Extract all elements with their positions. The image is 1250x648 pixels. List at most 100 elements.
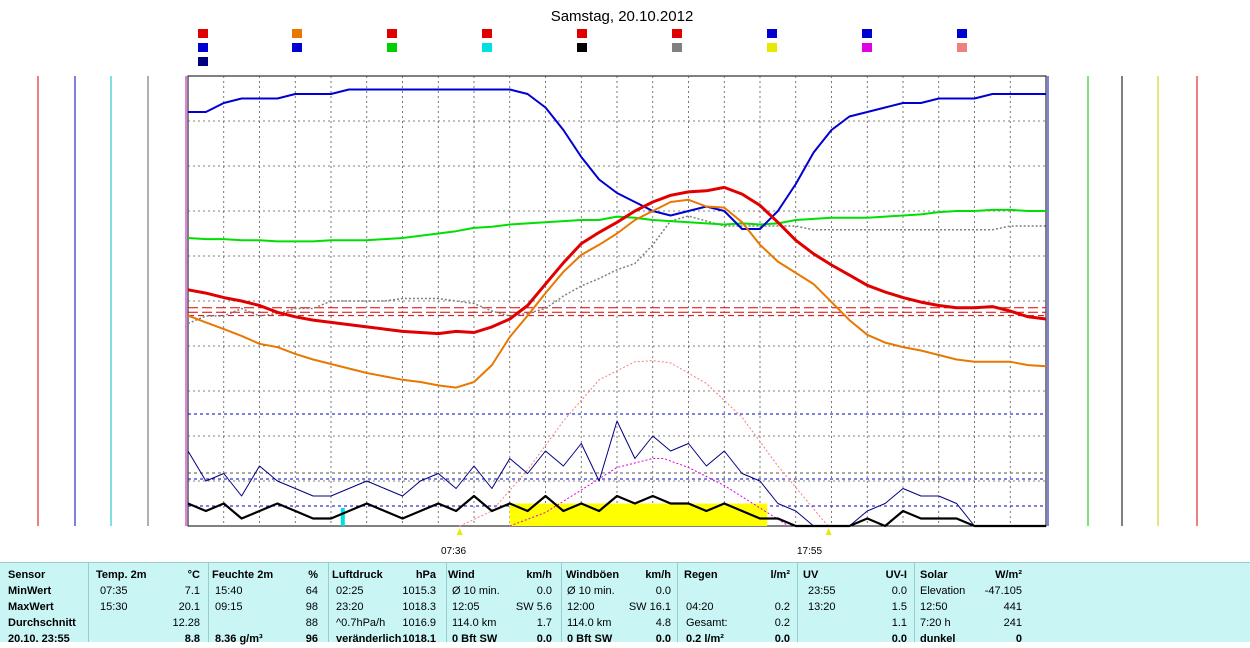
table-cell-g-desc: 12:00 [567,601,595,613]
table-cell-t-time: 15:30 [100,601,128,613]
table-cell-s-desc: 7:20 h [920,617,951,629]
table-cell-r-time: Gesamt: [686,617,728,629]
table-cell-uv-val: 0.0 [891,633,907,645]
table-cell-l-val: 1016.9 [402,617,436,629]
table-cell-s-desc: 12:50 [920,601,948,613]
table-cell-t-val: 12.28 [172,617,200,629]
table-cell-label: MinWert [8,585,52,597]
series-feuchte-2m- [188,88,1046,230]
table-cell-l-time: 23:20 [336,601,364,613]
table-cell-l-val: 1018.1 [402,633,436,645]
table-cell-s-desc: Elevation [920,585,966,597]
table-cell-w-val: 0.0 [536,633,552,645]
table-cell-f-val: 98 [305,601,318,613]
legend-swatch-10 [292,43,302,52]
table-cell-w-desc: 12:05 [452,601,480,613]
series-richtung [187,215,1046,325]
table-header-cell: Luftdruck [332,569,383,581]
legend-swatch-16 [862,43,872,52]
table-cell-label: Durchschnitt [8,617,76,629]
plot-series [187,88,1047,528]
table-cell-t-val: 8.8 [184,633,200,645]
legend-swatch-17 [957,43,967,52]
table-header-cell: % [308,569,318,581]
table-header-cell: l/m² [770,569,790,581]
table-cell-f-val: 64 [305,585,318,597]
table-cell-uv-val: 1.1 [891,617,907,629]
table-cell-s-val: 441 [1003,601,1022,613]
table-cell-uv-time: 13:20 [808,601,836,613]
table-separator [561,563,562,642]
table-cell-w-desc: Ø 10 min. [452,585,500,597]
table-header-cell: Temp. 2m [96,569,147,581]
series-wind [187,494,1046,528]
table-cell-w-val: 0.0 [536,585,552,597]
table-cell-uv-time: 23:55 [808,585,836,597]
table-cell-s-val: 241 [1003,617,1022,629]
table-cell-l-val: 1018.3 [402,601,436,613]
table-cell-t-val: 20.1 [178,601,200,613]
sunrise-marker [456,528,463,535]
table-cell-g-desc: Ø 10 min. [567,585,615,597]
table-cell-f-val: 88 [305,617,318,629]
table-cell-g-desc: 0 Bft SW [567,633,613,645]
table-cell-l-time: ^0.7hPa/h [336,617,386,629]
table-cell-l-time: veränderlich [336,633,402,645]
legend-swatch-4 [577,29,587,38]
table-header-cell: °C [187,569,200,581]
chart-title: Samstag, 20.10.2012 [551,8,694,25]
series-sonnenschein [509,503,768,526]
table-cell-label: MaxWert [8,601,54,613]
table-header-cell: W/m² [995,569,1022,581]
legend-swatch-18 [198,57,208,66]
table-cell-t-val: 7.1 [184,585,200,597]
x-axis [456,528,832,535]
series-regen [340,508,345,526]
series-temp-2m [187,185,1047,336]
sunset-label: 17:55 [797,546,822,557]
table-cell-f-time: 8.36 g/m³ [215,633,263,645]
legend-swatch-3 [482,29,492,38]
table-cell-r-val: 0.0 [774,633,790,645]
table-cell-w-val: SW 5.6 [515,601,552,613]
table-cell-s-val: 0 [1015,633,1022,645]
legend-swatch-6 [767,29,777,38]
legend-swatch-9 [198,43,208,52]
table-cell-uv-val: 1.5 [891,601,907,613]
legend-swatch-13 [577,43,587,52]
table-header-cell: km/h [526,569,552,581]
series-uv [509,458,789,527]
table-separator [328,563,329,642]
left-axes [37,76,187,526]
table-separator [208,563,209,642]
table-cell-t-time: 07:35 [100,585,128,597]
table-cell-r-val: 0.2 [774,601,790,613]
table-cell-label: 20.10. 23:55 [8,633,70,645]
table-header-cell: Wind [448,569,475,581]
table-cell-r-time: 04:20 [686,601,714,613]
table-header: Sensor Temp. 2m °C Feuchte 2m% Luftdruck hPa W… [0,568,1250,584]
table-cell-g-val: SW 16.1 [628,601,671,613]
table-header-cell: Regen [684,569,718,581]
table-cell-g-val: 0.0 [655,633,671,645]
table-separator [914,563,915,642]
table-separator [88,563,89,642]
right-axes [1047,76,1198,526]
sunset-marker [825,528,832,535]
weather-chart: Samstag, 20.10.2012 07:36 17:55 [37,8,1198,557]
table-header-cell: km/h [645,569,671,581]
table-separator [446,563,447,642]
table-cell-f-time: 09:15 [215,601,243,613]
legend-swatch-7 [862,29,872,38]
table-cell-g-val: 4.8 [655,617,671,629]
table-cell-l-time: 02:25 [336,585,364,597]
legend-swatch-0 [198,29,208,38]
table-header-cell: Sensor [8,569,46,581]
table-cell-w-desc: 0 Bft SW [452,633,498,645]
series-luftdruck [187,208,1046,243]
table-cell-w-val: 1.7 [536,617,552,629]
table-cell-g-val: 0.0 [655,585,671,597]
table-header-cell: hPa [415,569,436,581]
table-header-cell: UV [803,569,819,581]
plot-grid [188,76,1046,526]
